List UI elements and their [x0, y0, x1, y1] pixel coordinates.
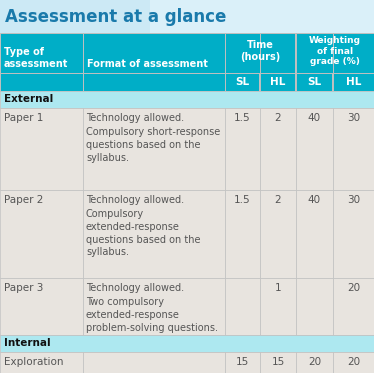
Bar [0, 91, 374, 108]
Bar [0, 73, 83, 91]
Bar [296, 190, 333, 278]
Text: 20: 20 [347, 357, 360, 367]
Bar [260, 190, 296, 278]
Bar [333, 33, 374, 73]
Text: 15: 15 [236, 357, 249, 367]
Text: 20: 20 [347, 283, 360, 293]
Text: 1.5: 1.5 [234, 195, 251, 205]
Bar [260, 73, 296, 91]
Bar [333, 278, 374, 335]
Bar [296, 278, 333, 335]
Text: 30: 30 [347, 113, 360, 123]
Text: Two compulsory
extended-response
problem-solving questions.: Two compulsory extended-response problem… [86, 297, 218, 333]
Bar [296, 108, 333, 190]
Bar [260, 33, 296, 73]
Bar [333, 73, 374, 91]
Bar [0, 0, 374, 33]
Text: SL: SL [307, 77, 322, 87]
Bar [225, 278, 260, 335]
Text: 1: 1 [275, 283, 281, 293]
Bar [0, 108, 83, 190]
Text: 1.5: 1.5 [234, 113, 251, 123]
Text: Exploration: Exploration [4, 357, 64, 367]
Text: 20: 20 [308, 357, 321, 367]
Bar [0, 335, 374, 352]
Bar [0, 352, 83, 373]
Bar [333, 108, 374, 190]
Bar [260, 73, 261, 91]
Bar [260, 352, 296, 373]
Bar [83, 108, 225, 190]
Bar [83, 73, 225, 91]
Bar [260, 108, 296, 190]
Text: 2: 2 [275, 195, 281, 205]
Text: HL: HL [270, 77, 286, 87]
Bar [333, 352, 374, 373]
Text: Paper 3: Paper 3 [4, 283, 43, 293]
Text: Internal: Internal [4, 339, 50, 348]
Bar [225, 108, 260, 190]
Bar [296, 73, 333, 91]
Bar [225, 352, 260, 373]
Bar [225, 33, 260, 73]
Text: Compulsory short-response
questions based on the
syllabus.: Compulsory short-response questions base… [86, 127, 220, 163]
Bar [83, 352, 225, 373]
Bar [332, 73, 334, 91]
Bar [83, 278, 225, 335]
Text: Paper 1: Paper 1 [4, 113, 43, 123]
Bar [0, 190, 83, 278]
Bar [83, 190, 225, 278]
Bar [295, 33, 297, 91]
Bar [333, 190, 374, 278]
Text: Paper 2: Paper 2 [4, 195, 43, 205]
Bar [150, 0, 374, 33]
Text: 40: 40 [308, 113, 321, 123]
Text: 2: 2 [275, 113, 281, 123]
Text: HL: HL [346, 77, 361, 87]
Bar [83, 33, 225, 73]
Text: External: External [4, 94, 53, 104]
Text: SL: SL [236, 77, 249, 87]
Bar [225, 190, 260, 278]
Text: Technology allowed.: Technology allowed. [86, 113, 184, 123]
Text: Assessment at a glance: Assessment at a glance [5, 7, 226, 25]
Bar [296, 33, 333, 73]
Bar [296, 352, 333, 373]
Text: Technology allowed.: Technology allowed. [86, 283, 184, 293]
Text: Time
(hours): Time (hours) [240, 40, 280, 62]
Text: Format of assessment: Format of assessment [87, 59, 208, 69]
Bar [0, 278, 83, 335]
Bar [0, 33, 83, 73]
Bar [260, 278, 296, 335]
Text: Weighting
of final
grade (%): Weighting of final grade (%) [309, 36, 361, 66]
Text: Compulsory
extended-response
questions based on the
syllabus.: Compulsory extended-response questions b… [86, 209, 200, 257]
Bar [225, 73, 260, 91]
Text: Type of
assessment: Type of assessment [4, 47, 68, 69]
Text: 15: 15 [272, 357, 285, 367]
Text: 30: 30 [347, 195, 360, 205]
Text: Technology allowed.: Technology allowed. [86, 195, 184, 205]
Text: 40: 40 [308, 195, 321, 205]
